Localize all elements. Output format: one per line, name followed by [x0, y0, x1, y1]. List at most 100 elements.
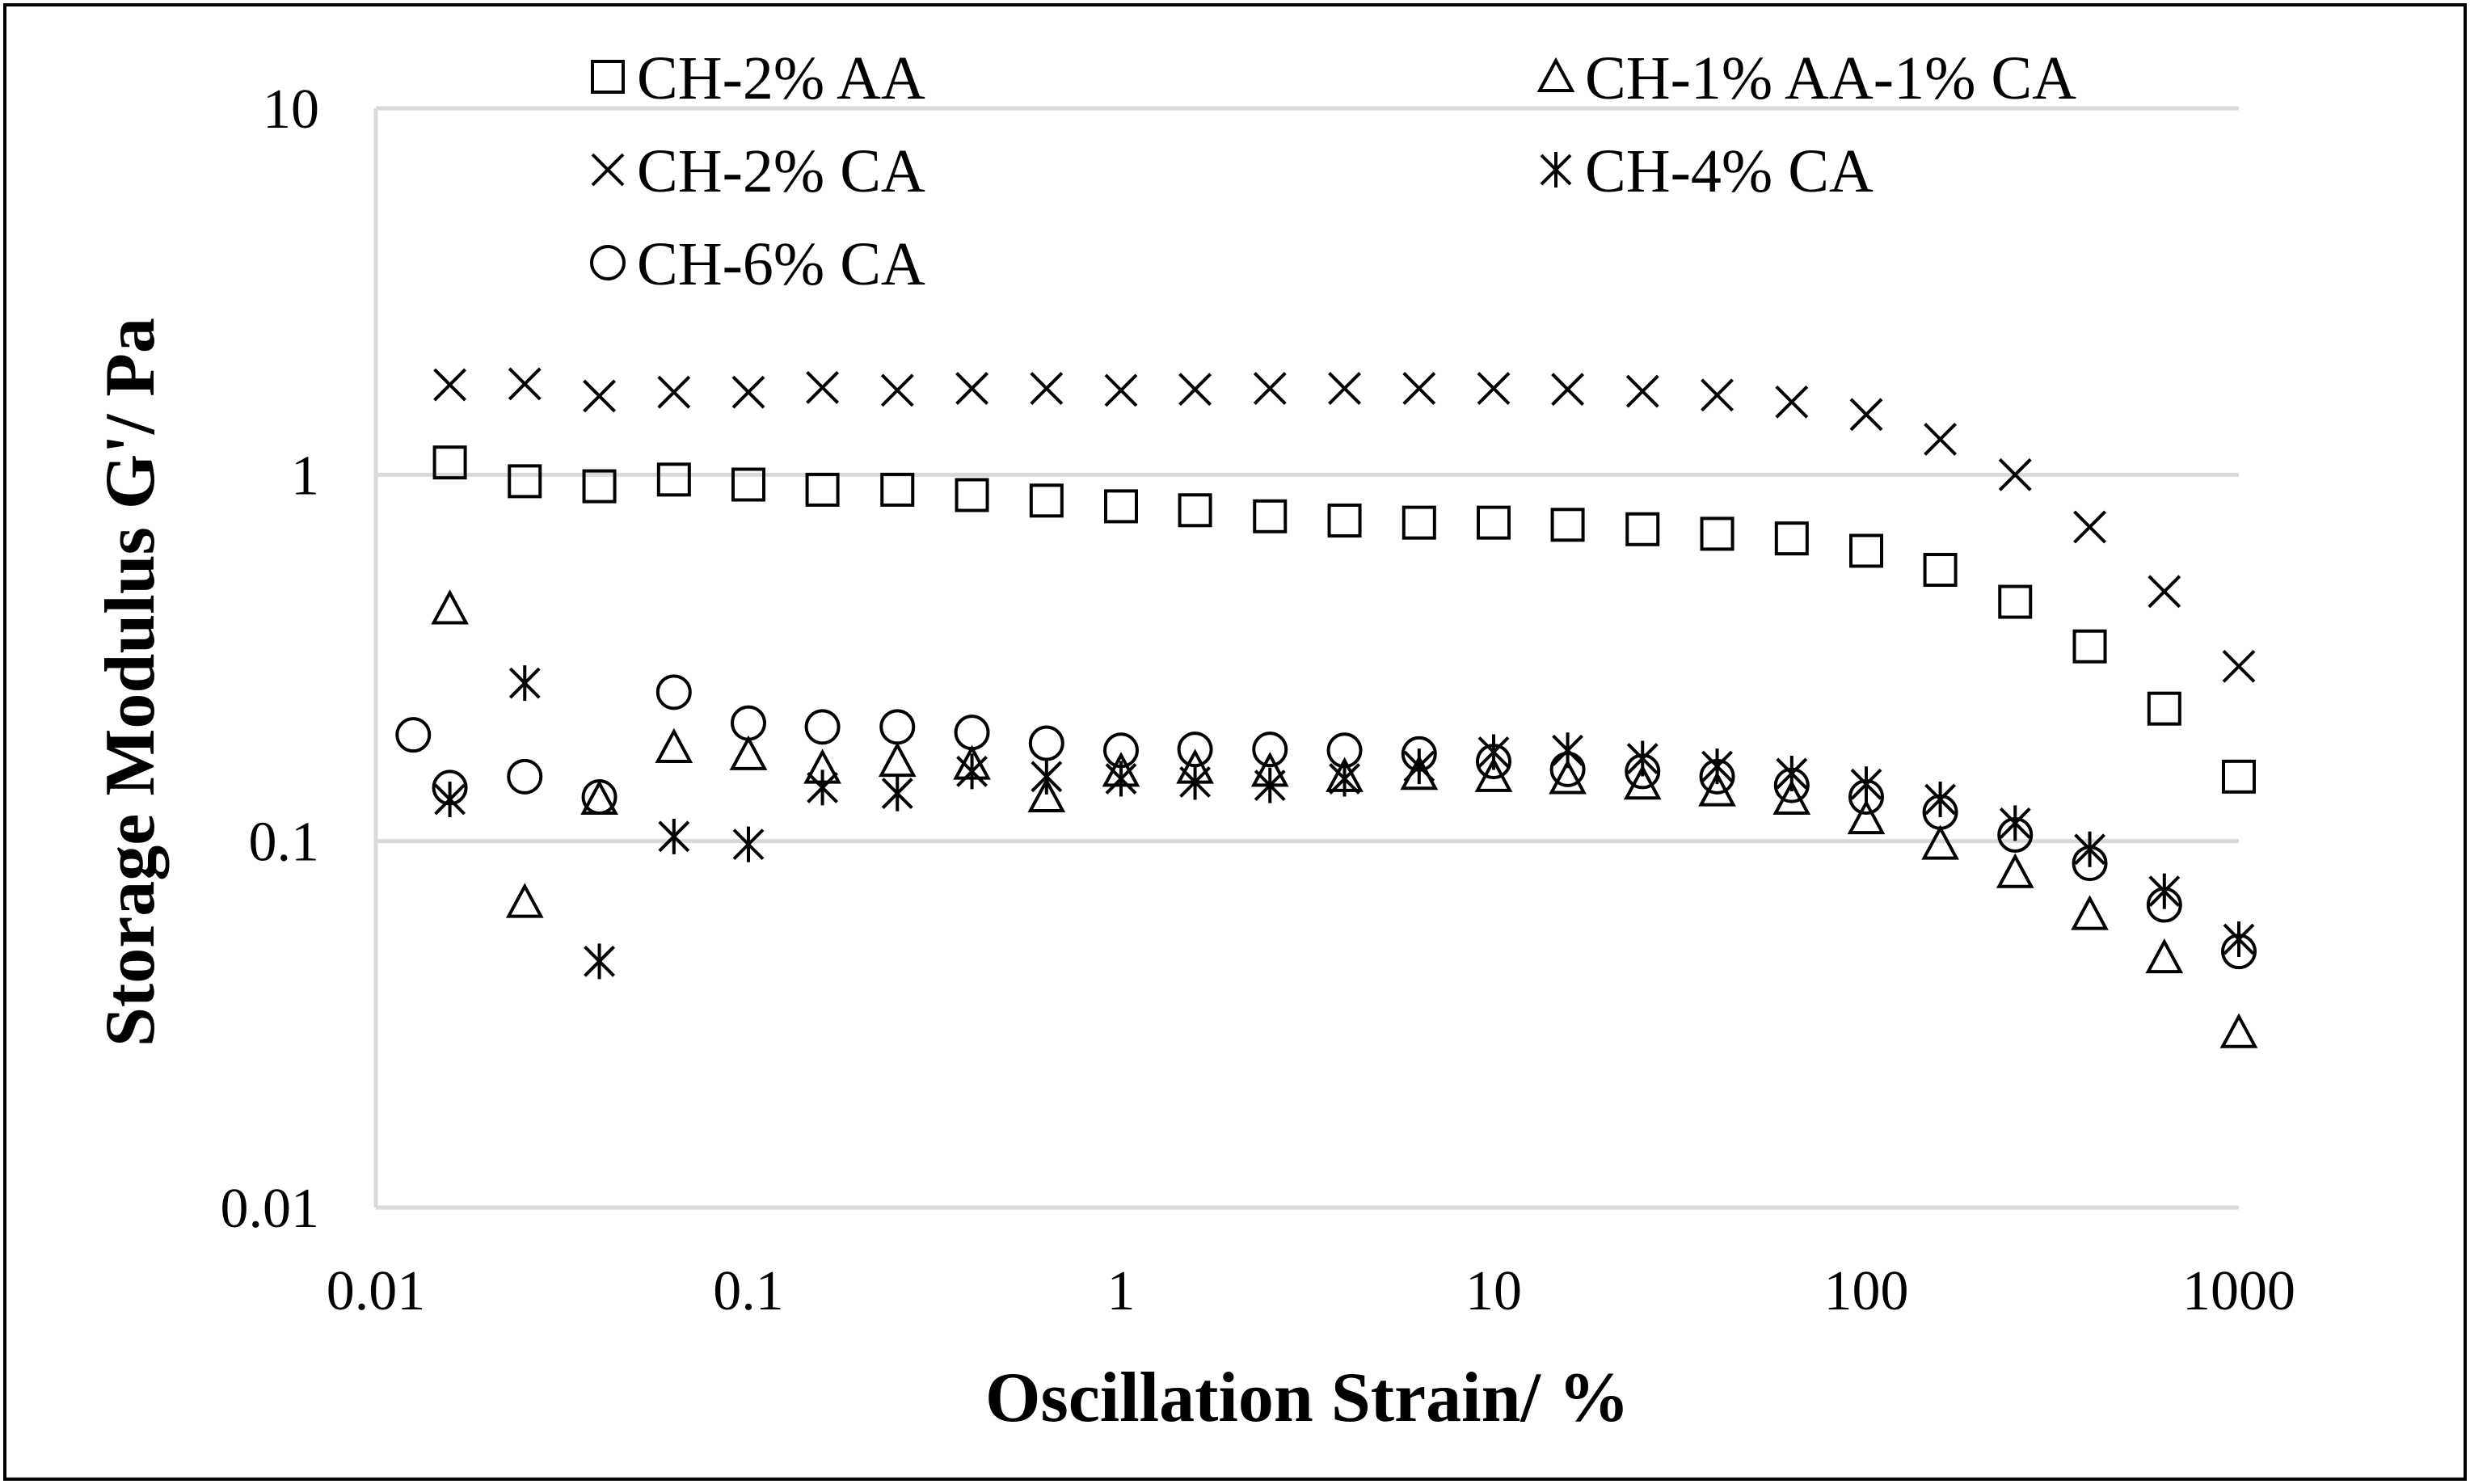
data-point-x [1551, 373, 1584, 407]
data-point-asterisk [1254, 767, 1286, 803]
data-point-triangle [1996, 853, 2034, 888]
gridlines [376, 106, 2239, 844]
data-point-asterisk [956, 753, 988, 790]
x-tick-label: 0.1 [713, 1260, 784, 1322]
data-point-circle [2072, 845, 2108, 882]
data-point-circle [432, 769, 468, 806]
data-point-triangle [505, 883, 544, 918]
data-point-square [508, 464, 542, 499]
data-point-x [1328, 372, 1361, 405]
data-point-asterisk [807, 769, 838, 806]
legend-entry: CH-2% CA [591, 137, 925, 205]
data-point-triangle [431, 589, 469, 625]
data-point-circle [1549, 751, 1586, 787]
data-point-circle [1625, 753, 1661, 790]
data-point-circle [1177, 731, 1213, 768]
series-asterisk [434, 665, 2255, 980]
data-point-circle [1252, 731, 1288, 768]
data-point-asterisk [434, 782, 466, 818]
data-point-circle [954, 715, 990, 751]
y-tick-label: 0.1 [249, 812, 320, 874]
data-point-square [1477, 505, 1511, 540]
data-point-x [2148, 575, 2181, 609]
data-point-triangle [1623, 765, 1662, 800]
data-point-x [508, 367, 542, 401]
data-point-circle [1103, 732, 1139, 769]
data-point-square [1774, 521, 1809, 556]
data-point-asterisk [584, 943, 615, 980]
data-point-triangle [1921, 824, 1959, 860]
data-point-triangle [1027, 777, 1066, 813]
x-tick-label: 100 [1824, 1260, 1909, 1322]
data-point-square [656, 462, 691, 497]
data-point-x [433, 368, 466, 402]
data-series [395, 367, 2258, 1048]
data-point-circle [1773, 767, 1810, 803]
data-point-asterisk [881, 775, 913, 812]
data-point-circle [1699, 758, 1735, 795]
data-point-square [1104, 489, 1138, 524]
data-point-square [1998, 584, 2033, 619]
data-point-x [1775, 385, 1809, 419]
data-point-asterisk [2223, 921, 2255, 957]
legend-marker-square [591, 60, 625, 94]
data-point-square [1029, 483, 1064, 518]
x-tick-label: 10 [1465, 1260, 1522, 1322]
y-tick-label: 10 [263, 78, 319, 141]
y-tick-label: 0.01 [221, 1178, 320, 1240]
data-point-x [1030, 372, 1064, 405]
data-point-x [1104, 373, 1138, 407]
data-point-circle [1326, 732, 1363, 769]
legend-label: CH-6% CA [637, 230, 925, 298]
data-point-triangle [2219, 1013, 2258, 1048]
data-point-square [1401, 505, 1436, 540]
chart-frame [3, 3, 2467, 1481]
data-point-x [1849, 398, 1883, 432]
series-square [432, 445, 2256, 794]
data-point-asterisk [732, 826, 765, 862]
data-point-circle [1028, 725, 1064, 761]
data-point-x [1178, 373, 1212, 407]
data-point-circle [2146, 887, 2182, 923]
data-point-triangle [1549, 759, 1587, 795]
data-point-circle [1476, 744, 1511, 780]
data-point-asterisk [1701, 748, 1733, 785]
data-point-asterisk [1179, 764, 1211, 800]
legend-entry: CH-1% AA-1% CA [1536, 44, 2076, 112]
data-point-asterisk [1924, 782, 1956, 818]
data-point-asterisk [1999, 805, 2031, 841]
legend-marker-triangle [1536, 57, 1575, 92]
legend: CH-2% AA CH-1% AA-1% CA CH-2% CA CH-4% CA CH… [590, 44, 2076, 298]
data-point-x [657, 375, 691, 409]
data-point-circle [581, 779, 618, 816]
data-point-square [1923, 553, 1958, 588]
x-tick-label: 0.01 [327, 1260, 426, 1322]
legend-marker-asterisk [1540, 152, 1572, 188]
data-point-asterisk [1403, 748, 1435, 785]
data-point-circle [1997, 816, 2034, 853]
data-point-x [1625, 374, 1659, 408]
data-point-square [1327, 503, 1362, 538]
data-point-square [1178, 493, 1212, 528]
data-point-circle [1922, 794, 1958, 830]
data-point-asterisk [1552, 732, 1583, 769]
data-point-square [805, 472, 840, 507]
data-point-x [1402, 372, 1436, 405]
data-point-x [1477, 372, 1511, 405]
legend-label: CH-1% AA-1% CA [1585, 44, 2076, 112]
data-point-x [1998, 457, 2032, 491]
data-point-circle [804, 709, 841, 745]
data-point-asterisk [1626, 740, 1659, 777]
data-point-triangle [1847, 799, 1886, 835]
data-point-square [731, 467, 765, 502]
data-point-circle [507, 758, 543, 795]
data-point-square [1550, 508, 1585, 542]
x-axis-title: Oscillation Strain/ % [985, 1359, 1629, 1437]
series-triangle [431, 589, 2258, 1048]
legend-marker-x [591, 153, 625, 187]
data-point-circle [879, 709, 916, 745]
data-point-x [731, 375, 765, 409]
data-point-x [955, 372, 988, 405]
